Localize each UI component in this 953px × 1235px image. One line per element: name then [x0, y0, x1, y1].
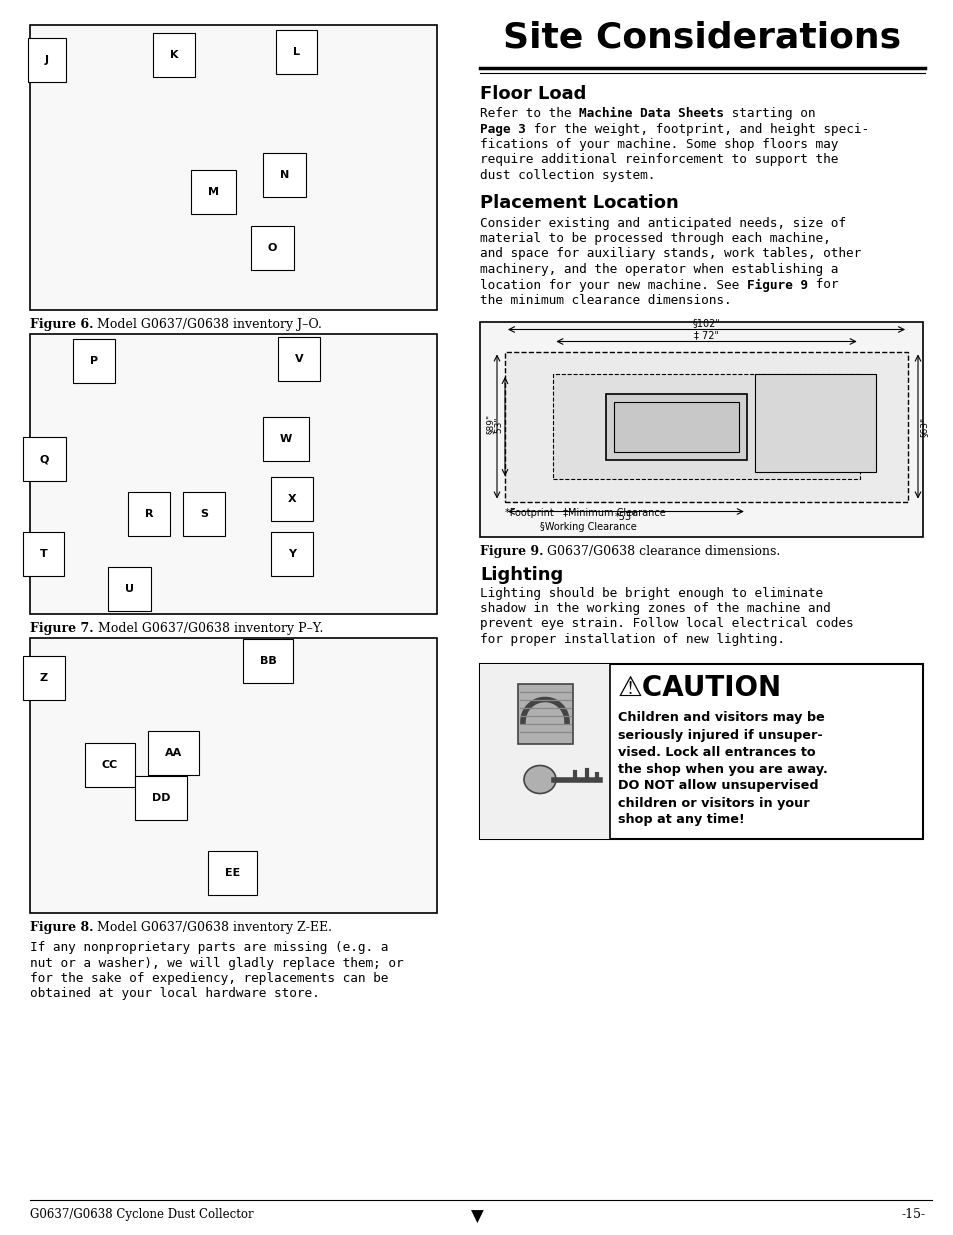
- Text: Model G0637/G0638 inventory J–O.: Model G0637/G0638 inventory J–O.: [93, 317, 322, 331]
- Text: dust collection system.: dust collection system.: [479, 169, 655, 182]
- Text: G0637/G0638 Cyclone Dust Collector: G0637/G0638 Cyclone Dust Collector: [30, 1208, 253, 1221]
- Text: CC: CC: [102, 760, 118, 769]
- Text: V: V: [294, 354, 303, 364]
- Bar: [553, 374, 859, 479]
- Text: Consider existing and anticipated needs, size of: Consider existing and anticipated needs,…: [479, 216, 845, 230]
- Text: location for your new machine. See: location for your new machine. See: [479, 279, 746, 291]
- Text: EE: EE: [225, 868, 240, 878]
- Text: §Working Clearance: §Working Clearance: [539, 522, 636, 532]
- Text: require additional reinforcement to support the: require additional reinforcement to supp…: [479, 153, 838, 167]
- Text: *53": *53": [615, 513, 636, 522]
- Text: seriously injured if unsuper-: seriously injured if unsuper-: [618, 729, 821, 741]
- Text: fications of your machine. Some shop floors may: fications of your machine. Some shop flo…: [479, 138, 838, 151]
- Text: Figure 9.: Figure 9.: [479, 545, 543, 557]
- Text: AA: AA: [165, 748, 182, 758]
- Bar: [754, 374, 875, 472]
- Text: ⚠CAUTION: ⚠CAUTION: [618, 673, 781, 701]
- Text: for the sake of expediency, replacements can be: for the sake of expediency, replacements…: [30, 972, 388, 986]
- Text: Figure 9: Figure 9: [746, 279, 807, 291]
- Bar: [613, 401, 738, 452]
- Text: X: X: [288, 494, 296, 504]
- Text: 53": 53": [495, 417, 503, 436]
- Text: Q: Q: [40, 454, 50, 464]
- Text: for: for: [807, 279, 838, 291]
- Text: L: L: [293, 47, 299, 57]
- Bar: [30, 333, 436, 614]
- Text: Model G0637/G0638 inventory Z-EE.: Model G0637/G0638 inventory Z-EE.: [93, 921, 333, 934]
- Bar: [479, 321, 923, 536]
- Text: for the weight, footprint, and height speci-: for the weight, footprint, and height sp…: [525, 122, 868, 136]
- Bar: [504, 352, 907, 501]
- Text: J: J: [45, 56, 49, 65]
- Text: DD: DD: [152, 793, 171, 803]
- Text: O: O: [268, 243, 277, 253]
- Text: Page 3: Page 3: [479, 122, 525, 136]
- Text: P: P: [90, 356, 98, 366]
- Text: N: N: [280, 170, 289, 180]
- Text: Figure 7.: Figure 7.: [30, 622, 93, 635]
- Text: ‡ 72": ‡ 72": [693, 331, 719, 341]
- Text: §102": §102": [692, 319, 720, 329]
- Text: Lighting: Lighting: [479, 567, 562, 584]
- Text: Floor Load: Floor Load: [479, 85, 586, 103]
- Bar: [30, 638, 436, 913]
- Bar: [517, 683, 573, 743]
- Text: Machine Data Sheets: Machine Data Sheets: [578, 107, 723, 120]
- Text: ▼: ▼: [470, 1208, 483, 1226]
- Text: R: R: [145, 509, 153, 519]
- Bar: [479, 663, 609, 839]
- Text: and space for auxiliary stands, work tables, other: and space for auxiliary stands, work tab…: [479, 247, 861, 261]
- Text: *Footprint   ‡Minimum Clearance: *Footprint ‡Minimum Clearance: [504, 509, 665, 519]
- Text: K: K: [170, 49, 178, 61]
- Text: Children and visitors may be: Children and visitors may be: [618, 711, 824, 725]
- Text: Site Considerations: Site Considerations: [503, 20, 901, 54]
- Text: material to be processed through each machine,: material to be processed through each ma…: [479, 232, 830, 245]
- Text: T: T: [40, 550, 48, 559]
- Bar: [479, 663, 923, 839]
- Text: shop at any time!: shop at any time!: [618, 814, 744, 826]
- Text: DO NOT allow unsupervised: DO NOT allow unsupervised: [618, 779, 818, 793]
- Text: Placement Location: Placement Location: [479, 194, 678, 212]
- Text: children or visitors in your: children or visitors in your: [618, 797, 809, 809]
- Text: M: M: [208, 186, 219, 198]
- Text: shadow in the working zones of the machine and: shadow in the working zones of the machi…: [479, 601, 830, 615]
- Text: BB: BB: [260, 656, 276, 666]
- Text: the minimum clearance dimensions.: the minimum clearance dimensions.: [479, 294, 731, 308]
- Text: machinery, and the operator when establishing a: machinery, and the operator when establi…: [479, 263, 838, 275]
- Text: -15-: -15-: [901, 1208, 925, 1221]
- Text: W: W: [280, 433, 292, 445]
- Text: S: S: [200, 509, 208, 519]
- Text: prevent eye strain. Follow local electrical codes: prevent eye strain. Follow local electri…: [479, 618, 853, 631]
- Text: vised. Lock all entrances to: vised. Lock all entrances to: [618, 746, 815, 758]
- Ellipse shape: [523, 766, 556, 794]
- Text: nut or a washer), we will gladly replace them; or: nut or a washer), we will gladly replace…: [30, 956, 403, 969]
- Text: §89": §89": [485, 414, 495, 433]
- Text: G0637/G0638 clearance dimensions.: G0637/G0638 clearance dimensions.: [543, 545, 780, 557]
- Text: Y: Y: [288, 550, 295, 559]
- Text: Figure 8.: Figure 8.: [30, 921, 93, 934]
- Bar: [30, 25, 436, 310]
- Text: Lighting should be bright enough to eliminate: Lighting should be bright enough to elim…: [479, 587, 822, 599]
- Text: U: U: [125, 584, 133, 594]
- Text: starting on: starting on: [723, 107, 815, 120]
- Text: Z: Z: [40, 673, 48, 683]
- Text: obtained at your local hardware store.: obtained at your local hardware store.: [30, 988, 319, 1000]
- Text: Model G0637/G0638 inventory P–Y.: Model G0637/G0638 inventory P–Y.: [93, 622, 323, 635]
- Text: the shop when you are away.: the shop when you are away.: [618, 762, 827, 776]
- Text: §63": §63": [919, 416, 928, 436]
- Bar: [605, 394, 746, 459]
- Text: Figure 6.: Figure 6.: [30, 317, 93, 331]
- Text: If any nonproprietary parts are missing (e.g. a: If any nonproprietary parts are missing …: [30, 941, 388, 953]
- Text: Refer to the: Refer to the: [479, 107, 578, 120]
- Text: for proper installation of new lighting.: for proper installation of new lighting.: [479, 634, 784, 646]
